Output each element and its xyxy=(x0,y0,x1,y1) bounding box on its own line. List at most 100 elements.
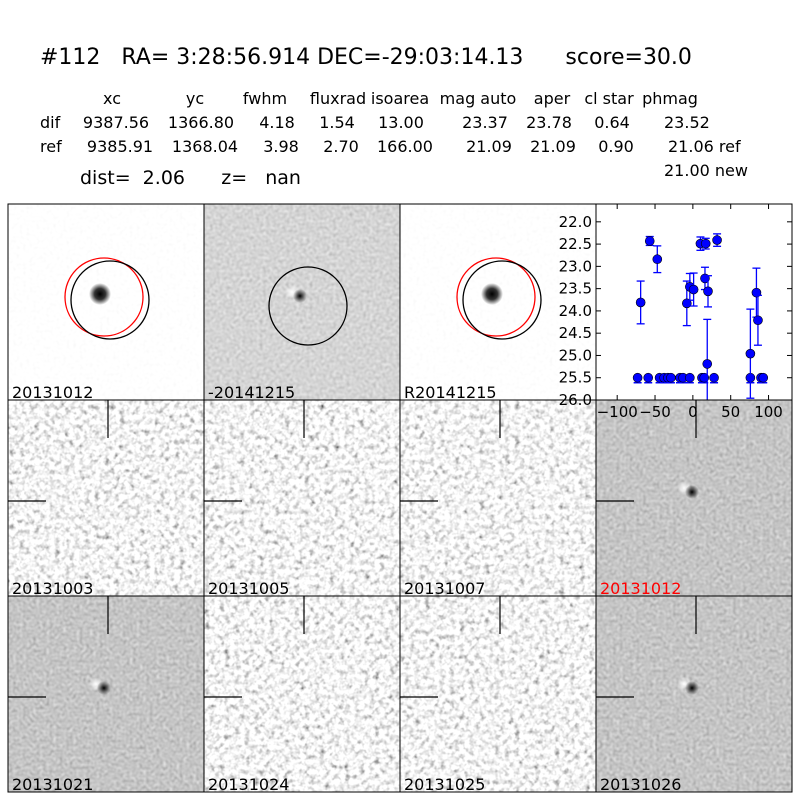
source-negative xyxy=(293,289,307,303)
table-cell: 13.00 xyxy=(378,113,424,132)
table-cell: 0.90 xyxy=(598,137,634,156)
image-stamp[interactable]: 20131007 xyxy=(399,399,597,598)
stats-table: xc yc fwhm fluxrad isoarea mag auto aper cl sta… xyxy=(40,89,741,156)
limit-marker xyxy=(758,372,769,383)
detection-point xyxy=(703,275,713,308)
detection-marker xyxy=(700,238,711,249)
stamp-label: 20131026 xyxy=(600,775,681,794)
image-stamp[interactable]: 20131021 xyxy=(7,595,205,794)
row-label: dif xyxy=(40,113,61,132)
table-cell: 21.06 ref xyxy=(668,137,741,156)
y-tick-label: 22.0 xyxy=(559,213,592,231)
detection-marker xyxy=(688,284,699,295)
stamp-label: 20131012 xyxy=(12,383,93,402)
image-stamp[interactable]: 20131026 xyxy=(595,595,793,794)
table-cell: 2.70 xyxy=(323,137,359,156)
y-tick-label: 23.5 xyxy=(559,280,592,298)
image-stamp[interactable]: 20131005 xyxy=(203,399,401,598)
x-tick-label: −50 xyxy=(639,403,671,421)
image-stamp[interactable]: 20131025 xyxy=(399,595,597,794)
source-negative xyxy=(97,681,111,695)
table-cell: 166.00 xyxy=(377,137,433,156)
image-stamp[interactable]: -20141215 xyxy=(203,203,401,402)
detection-marker xyxy=(702,359,713,369)
detection-marker xyxy=(745,348,756,359)
upper-limit-point xyxy=(643,372,654,384)
limit-marker xyxy=(632,372,643,383)
detection-marker xyxy=(652,254,663,265)
detection-point xyxy=(644,235,655,247)
aperture-circle-black xyxy=(268,266,348,346)
title: #112 RA= 3:28:56.914 DEC=-29:03:14.13 sc… xyxy=(40,45,692,70)
column-header: fluxrad xyxy=(310,89,366,108)
y-tick-label: 26.0 xyxy=(559,391,592,409)
detection-point xyxy=(712,233,722,247)
column-header: mag auto xyxy=(440,89,517,108)
table-cell: 1366.80 xyxy=(168,113,234,132)
table-cell: 4.18 xyxy=(259,113,295,132)
column-header: aper xyxy=(534,89,571,108)
source-negative xyxy=(685,681,699,695)
source xyxy=(89,283,111,305)
stamp-label: 20131025 xyxy=(404,775,485,794)
x-tick-label: 100 xyxy=(754,403,783,421)
table-cell: 1.54 xyxy=(319,113,355,132)
stamp-label: 20131021 xyxy=(12,775,93,794)
dist-line: dist= 2.06 z= nan xyxy=(80,167,301,189)
stamp-image xyxy=(204,400,400,596)
table-cell: 3.98 xyxy=(263,137,299,156)
table-cell: 9387.56 xyxy=(83,113,149,132)
plot-frame xyxy=(595,203,793,401)
table-cell: 23.52 xyxy=(664,113,710,132)
aperture-circle-black xyxy=(462,260,542,340)
y-tick-label: 24.5 xyxy=(559,324,592,342)
image-stamp[interactable]: 20131012 xyxy=(7,203,205,402)
image-stamp[interactable]: R20141215 xyxy=(399,203,597,402)
limit-marker xyxy=(666,372,676,383)
detection-marker xyxy=(682,298,692,309)
detection-point xyxy=(745,308,756,399)
light-curve-plot: 22.0 22.5 23.0 23.5 24.0 24.5 25.0 25.5 26.0 −100… xyxy=(559,203,793,421)
image-stamp[interactable]: 20131012 xyxy=(595,399,793,598)
y-tick-label: 25.5 xyxy=(559,369,592,387)
stamp-image xyxy=(8,400,204,596)
upper-limit-point xyxy=(758,372,769,384)
row-label: ref xyxy=(40,137,62,156)
column-header: fwhm xyxy=(243,89,287,108)
image-stamp[interactable]: 20131003 xyxy=(7,399,205,598)
table-cell: 0.64 xyxy=(594,113,630,132)
detection-marker xyxy=(712,235,722,245)
detection-marker xyxy=(635,297,646,308)
aperture-circle-red xyxy=(64,257,144,337)
limit-marker xyxy=(685,372,695,383)
upper-limit-point xyxy=(685,372,695,384)
detection-point xyxy=(702,318,713,400)
limit-marker xyxy=(643,372,654,383)
column-header: xc xyxy=(103,89,121,108)
column-header: cl star xyxy=(584,89,634,108)
detection-marker xyxy=(703,286,713,297)
y-tick-label: 23.0 xyxy=(559,257,592,275)
x-tick-label: 0 xyxy=(688,403,698,421)
aperture-circle-black xyxy=(70,260,150,340)
table-cell: 9385.91 xyxy=(87,137,153,156)
table-cell: 23.37 xyxy=(462,113,508,132)
limit-marker xyxy=(699,372,710,383)
extra-phmag: 21.00 new xyxy=(664,161,748,180)
stamp-label: 20131012 xyxy=(600,579,681,598)
source xyxy=(481,283,503,305)
stamp-image xyxy=(400,400,596,596)
detection-marker xyxy=(753,315,763,326)
detection-point xyxy=(753,294,763,346)
column-header: phmag xyxy=(642,89,698,108)
table-cell: 1368.04 xyxy=(172,137,238,156)
stamp-label: 20131005 xyxy=(208,579,289,598)
upper-limit-point xyxy=(666,372,676,384)
table-cell: 23.78 xyxy=(526,113,572,132)
image-stamps: 20131012 -20141215 R20141215 20131003 201310… xyxy=(7,203,793,794)
x-tick-label: 50 xyxy=(721,403,740,421)
stamp-image xyxy=(204,596,400,792)
stamp-label: 20131024 xyxy=(208,775,289,794)
y-tick-label: 22.5 xyxy=(559,235,592,253)
image-stamp[interactable]: 20131024 xyxy=(203,595,401,794)
